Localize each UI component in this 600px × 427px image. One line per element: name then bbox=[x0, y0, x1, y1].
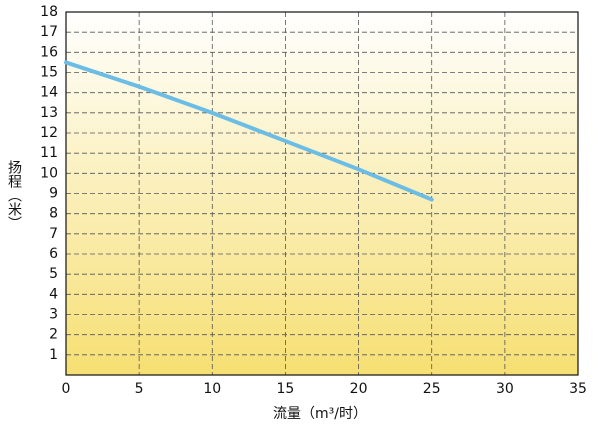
x-tick-label: 35 bbox=[569, 381, 587, 397]
y-axis-label: 扬程（米） bbox=[6, 160, 22, 230]
x-tick-label: 5 bbox=[135, 381, 144, 397]
y-tick-label: 5 bbox=[49, 266, 58, 282]
x-tick-label: 0 bbox=[62, 381, 71, 397]
x-tick-label: 10 bbox=[203, 381, 221, 397]
y-tick-label: 2 bbox=[49, 327, 58, 343]
y-tick-label: 18 bbox=[40, 4, 58, 20]
x-tick-label: 30 bbox=[496, 381, 514, 397]
y-tick-label: 6 bbox=[49, 246, 58, 262]
x-axis-label: 流量（m³/时） bbox=[273, 406, 367, 422]
y-tick-label: 3 bbox=[49, 307, 58, 323]
y-tick-label: 15 bbox=[40, 65, 58, 81]
x-tick-label: 15 bbox=[277, 381, 295, 397]
y-tick-label: 10 bbox=[40, 165, 58, 181]
curve bbox=[64, 60, 434, 202]
y-tick-label: 9 bbox=[49, 186, 58, 202]
x-tick-label: 20 bbox=[350, 381, 368, 397]
y-tick-label: 4 bbox=[49, 286, 58, 302]
x-tick-label: 25 bbox=[423, 381, 441, 397]
y-tick-label: 7 bbox=[49, 226, 58, 242]
y-tick-label: 17 bbox=[40, 24, 58, 40]
plot-border bbox=[65, 11, 579, 376]
y-tick-label: 13 bbox=[40, 105, 58, 121]
y-tick-label: 8 bbox=[49, 206, 58, 222]
y-tick-label: 12 bbox=[40, 125, 58, 141]
y-tick-label: 1 bbox=[49, 347, 58, 363]
y-tick-label: 16 bbox=[40, 44, 58, 60]
y-tick-label: 11 bbox=[40, 145, 58, 161]
y-tick-label: 14 bbox=[40, 85, 58, 101]
